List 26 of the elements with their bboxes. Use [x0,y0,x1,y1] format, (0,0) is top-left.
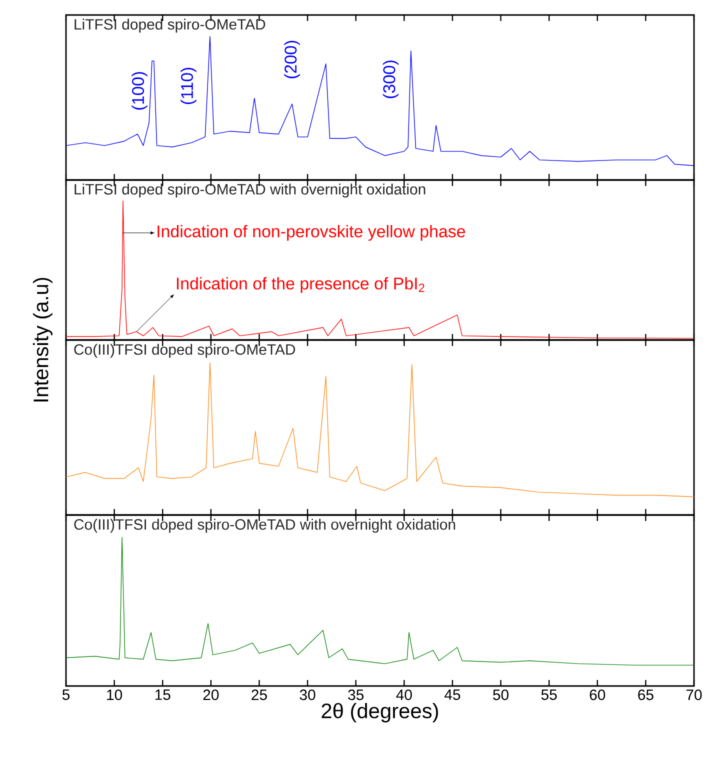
annotation: (200) [284,40,300,78]
x-axis-title: 2θ (degrees) [322,702,438,722]
y-axis-title: Intensity (a.u) [32,278,52,402]
annotation: Indication of the presence of PbI$_{2}$ [176,277,424,293]
x-tick-label: 40 [396,690,412,700]
x-tick-label: 45 [444,690,460,700]
x-tick-label: 15 [155,690,170,700]
annotation: (110) [180,68,196,104]
x-tick-label: 60 [590,690,606,700]
annotation: (300) [382,60,399,98]
x-tick-label: 35 [348,690,364,700]
annotation: (100) [132,72,148,110]
chart-title: LiTFSI doped spiro-OMeTAD with overnight oxidation [74,184,426,198]
x-tick-label: 55 [541,690,557,700]
x-tick-label: 20 [203,690,219,700]
annotation: Indication of non-perovskite yellow phase [158,224,466,241]
chart-title: Co(III)TFSI doped spiro-OMeTAD with overnight oxidation [74,518,456,533]
x-tick-label: 30 [300,690,316,700]
x-tick-label: 65 [638,690,654,700]
x-tick-label: 5 [62,690,70,700]
chart-title: LiTFSI doped spiro-OMeTAD [74,18,266,33]
x-tick-label: 70 [686,690,702,700]
chart-title: Co(III)TFSI doped spiro-OMeTAD [74,344,296,358]
x-tick-label: 25 [252,690,267,700]
x-tick-label: 50 [493,690,508,700]
x-tick-label: 10 [107,690,122,700]
